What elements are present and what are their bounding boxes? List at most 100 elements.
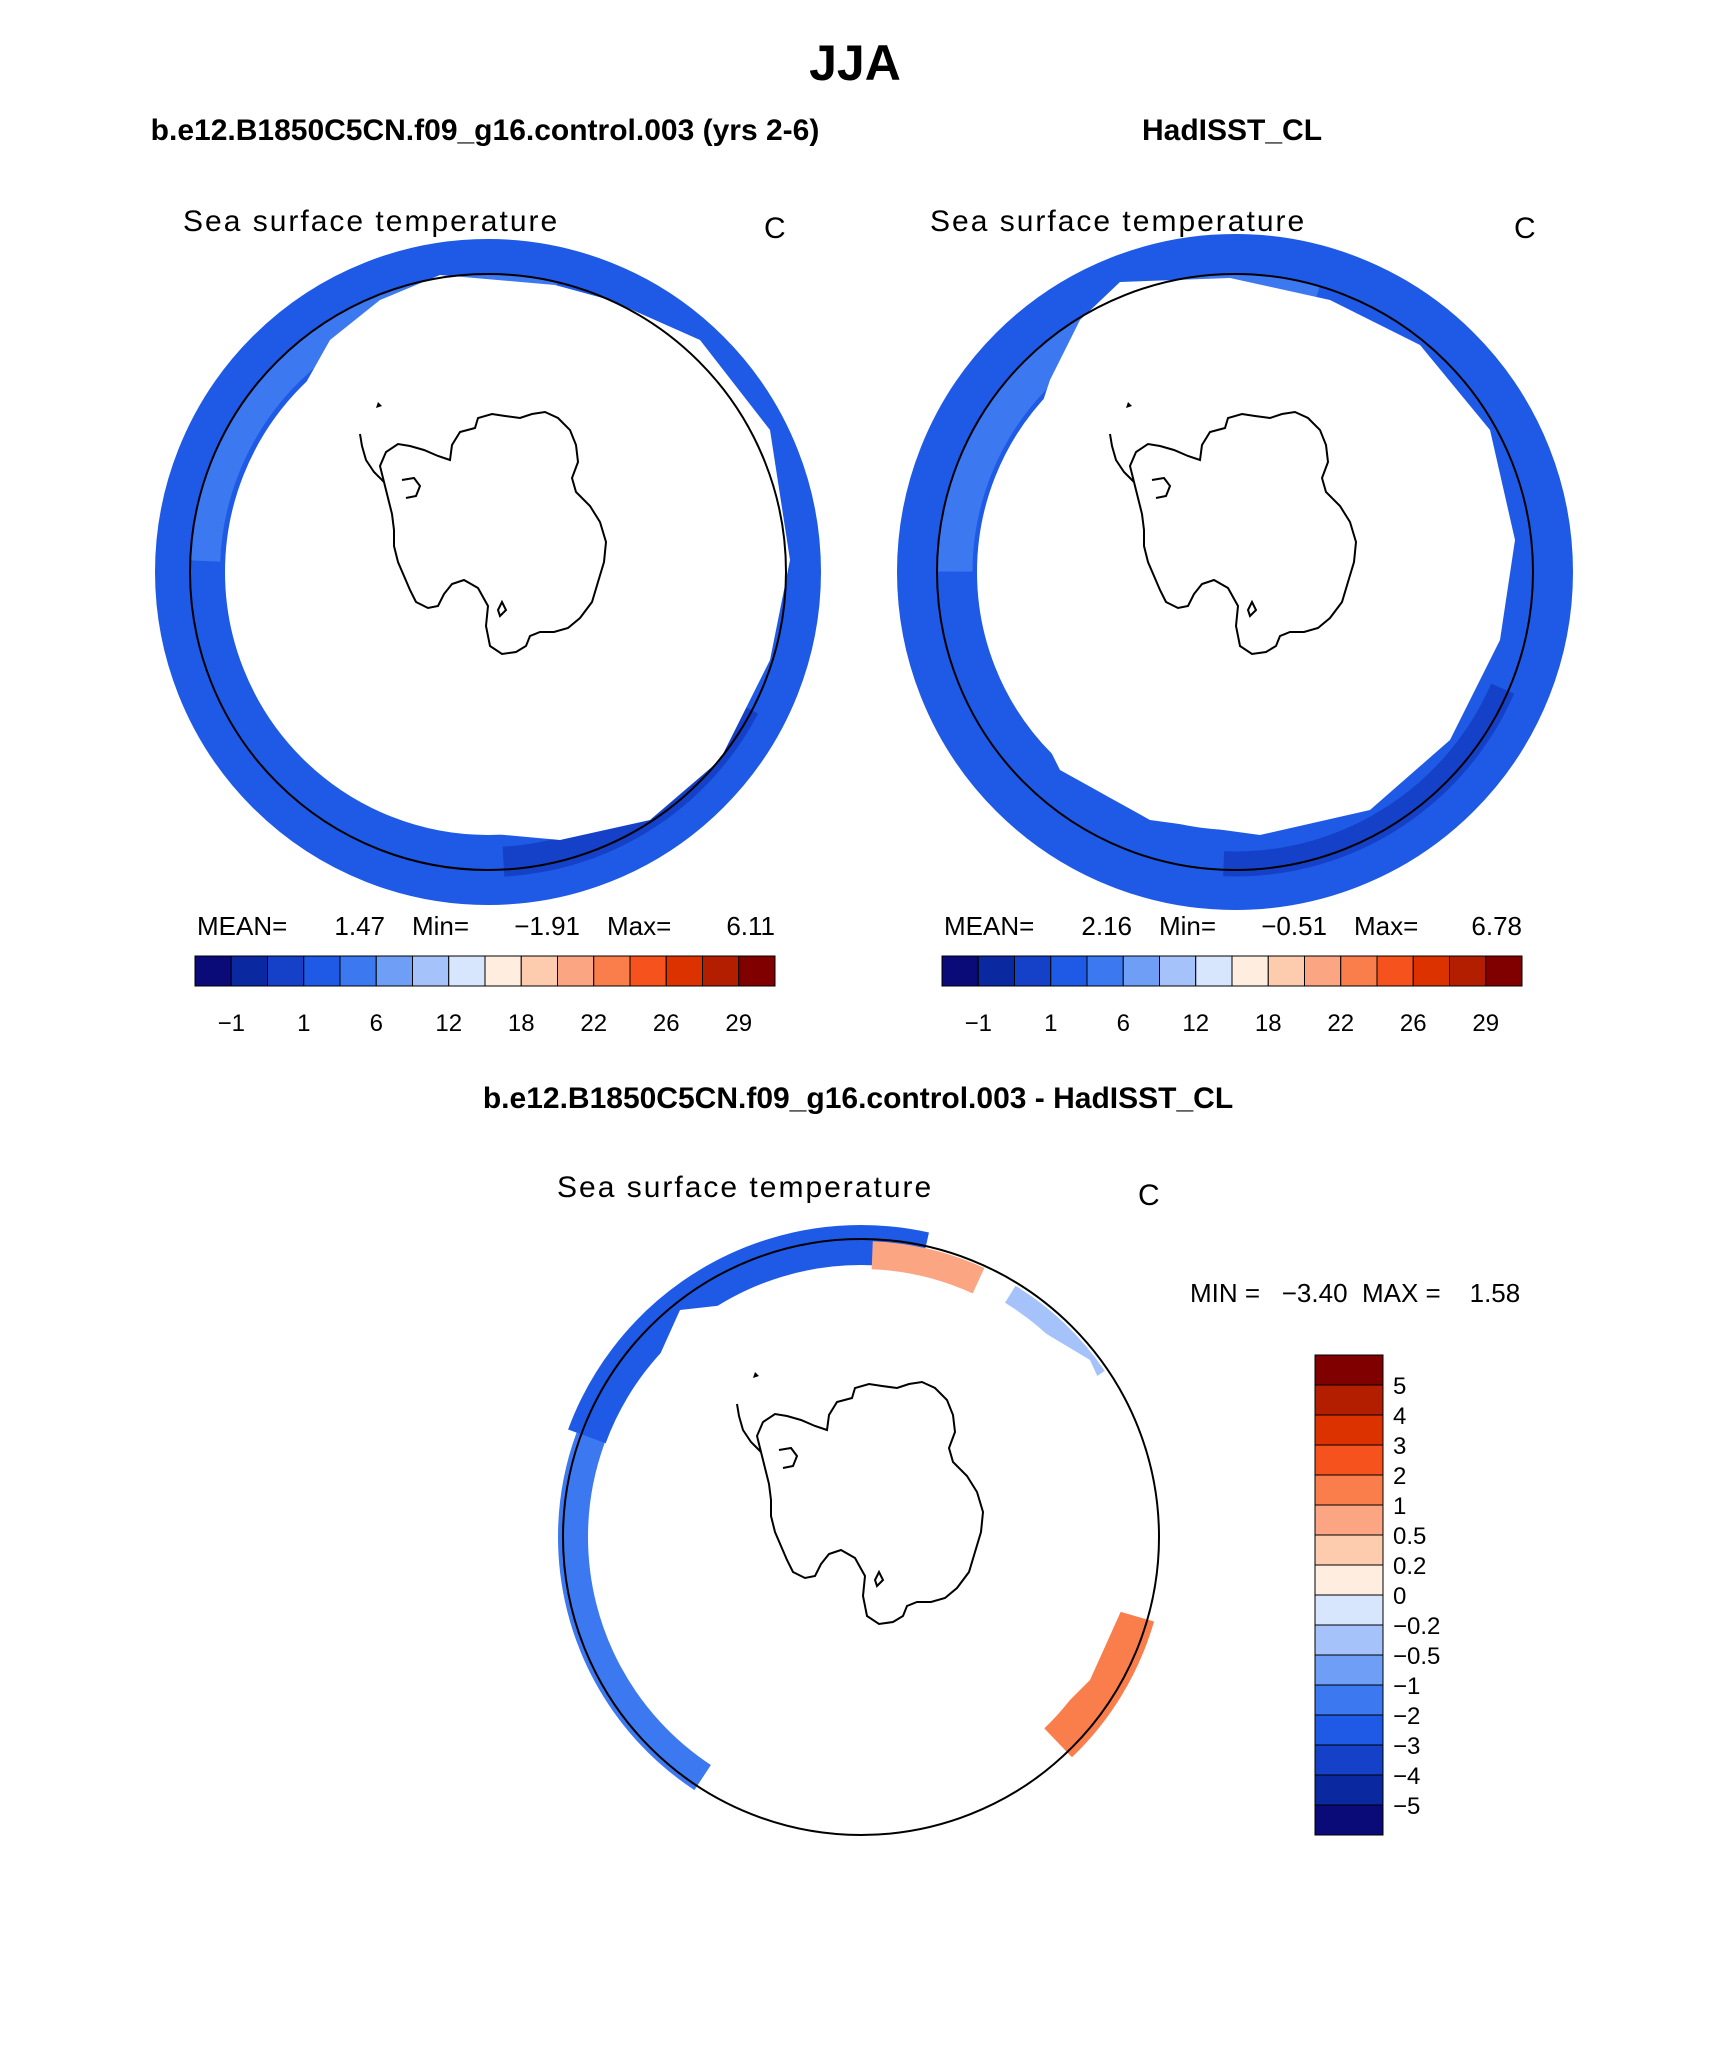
obs-colorbar-tick-label: 6 [1117,1010,1130,1037]
obs-colorbar-tick-label: 26 [1400,1010,1427,1037]
model-colorbar-box [267,955,305,987]
obs-colorbar-box [1267,955,1305,987]
model-max-value: 6.11 [726,911,775,941]
model-colorbar-box [230,955,268,987]
model-colorbar-tick-label: 6 [370,1010,383,1037]
diff-colorbar-box [1314,1414,1384,1446]
model-case-title: b.e12.B1850C5CN.f09_g16.control.003 (yrs… [151,114,820,147]
obs-colorbar-box [1304,955,1342,987]
obs-colorbar-box [1086,955,1124,987]
diff-colorbar-box [1314,1354,1384,1386]
obs-case-title: HadISST_CL [1142,114,1322,147]
obs-sst-polar-map [897,234,1573,910]
diff-colorbar-tick-label: −0.2 [1393,1613,1440,1640]
obs-max-value: 6.78 [1471,911,1522,941]
model-units-label: C [764,212,786,245]
obs-colorbar-box [977,955,1015,987]
obs-min-label: Min= [1159,911,1216,941]
obs-colorbar-box [1412,955,1450,987]
diff-colorbar-box [1314,1444,1384,1476]
diff-colorbar-tick-label: −0.5 [1393,1643,1440,1670]
obs-units-label: C [1514,212,1536,245]
model-colorbar-box [665,955,703,987]
model-colorbar-box [412,955,450,987]
diff-colorbar-tick-label: −4 [1393,1763,1420,1790]
model-colorbar-tick-label: −1 [218,1010,245,1037]
obs-max-label: Max= [1354,911,1418,941]
obs-colorbar: −1 1 6 12 18 22 26 29 [941,955,1523,1037]
obs-mean-value: 2.16 [1081,911,1132,941]
model-colorbar-box [448,955,486,987]
season-title: JJA [809,35,901,91]
diff-colorbar-tick-label: 0.5 [1393,1523,1426,1550]
diff-colorbar-box [1314,1774,1384,1806]
obs-colorbar-tick-label: −1 [965,1010,992,1037]
diff-minmax: MIN = −3.40 MAX = 1.58 [1190,1278,1520,1308]
obs-colorbar-tick-label: 29 [1472,1010,1499,1037]
diff-colorbar-tick-label: −5 [1393,1793,1420,1820]
obs-colorbar-box [1122,955,1160,987]
diff-colorbar-box [1314,1564,1384,1596]
obs-var-title: Sea surface temperature [930,205,1306,238]
diff-colorbar-tick-label: −2 [1393,1703,1420,1730]
obs-colorbar-box [1485,955,1523,987]
obs-colorbar-box [1014,955,1052,987]
obs-min-value: −0.51 [1261,911,1327,941]
diff-sst-polar-map [549,1225,1173,1849]
diff-colorbar-box [1314,1654,1384,1686]
diff-colorbar-box [1314,1744,1384,1776]
diff-colorbar-tick-label: 3 [1393,1433,1406,1460]
diff-colorbar-tick-label: −1 [1393,1673,1420,1700]
model-colorbar-tick-label: 12 [435,1010,462,1037]
diff-case-title: b.e12.B1850C5CN.f09_g16.control.003 - Ha… [483,1082,1233,1115]
diff-colorbar-tick-label: 1 [1393,1493,1406,1520]
diff-colorbar-box [1314,1804,1384,1836]
model-colorbar-box [738,955,776,987]
model-colorbar-tick-label: 22 [580,1010,607,1037]
model-colorbar-tick-label: 29 [725,1010,752,1037]
diff-colorbar-tick-label: −3 [1393,1733,1420,1760]
obs-colorbar-box [1376,955,1414,987]
obs-colorbar-tick-label: 22 [1327,1010,1354,1037]
model-min-label: Min= [412,911,469,941]
model-var-title: Sea surface temperature [183,205,559,238]
diff-colorbar: 5 4 3 2 1 0.5 0.2 0 −0.2 −0.5 −1 −2 −3 −4 −5 [1314,1354,1440,1836]
diff-colorbar-box [1314,1714,1384,1746]
obs-colorbar-tick-label: 12 [1182,1010,1209,1037]
model-colorbar-tick-label: 1 [297,1010,310,1037]
diff-colorbar-box [1314,1504,1384,1536]
model-max-label: Max= [607,911,671,941]
obs-colorbar-tick-label: 18 [1255,1010,1282,1037]
diff-colorbar-tick-label: 5 [1393,1373,1406,1400]
diff-units-label: C [1138,1179,1160,1212]
model-colorbar-box [702,955,740,987]
obs-colorbar-box [941,955,979,987]
model-min-value: −1.91 [514,911,580,941]
model-colorbar-box [375,955,413,987]
diff-colorbar-box [1314,1474,1384,1506]
diff-colorbar-box [1314,1594,1384,1626]
obs-colorbar-box [1231,955,1269,987]
obs-colorbar-box [1159,955,1197,987]
model-sst-polar-map [155,239,821,905]
obs-colorbar-box [1449,955,1487,987]
model-colorbar-box [339,955,377,987]
diff-colorbar-box [1314,1624,1384,1656]
model-colorbar-box [629,955,667,987]
model-colorbar-box [194,955,232,987]
model-colorbar: −1 1 6 12 18 22 26 29 [194,955,776,1037]
diff-colorbar-tick-label: 0 [1393,1583,1406,1610]
obs-mean-label: MEAN= [944,911,1034,941]
diff-colorbar-box [1314,1534,1384,1566]
model-colorbar-tick-label: 18 [508,1010,535,1037]
model-colorbar-box [303,955,341,987]
diff-colorbar-tick-label: 4 [1393,1403,1406,1430]
model-colorbar-box [520,955,558,987]
obs-colorbar-box [1050,955,1088,987]
model-colorbar-box [484,955,522,987]
obs-colorbar-tick-label: 1 [1044,1010,1057,1037]
diff-colorbar-tick-label: 0.2 [1393,1553,1426,1580]
model-mean-label: MEAN= [197,911,287,941]
obs-colorbar-box [1340,955,1378,987]
